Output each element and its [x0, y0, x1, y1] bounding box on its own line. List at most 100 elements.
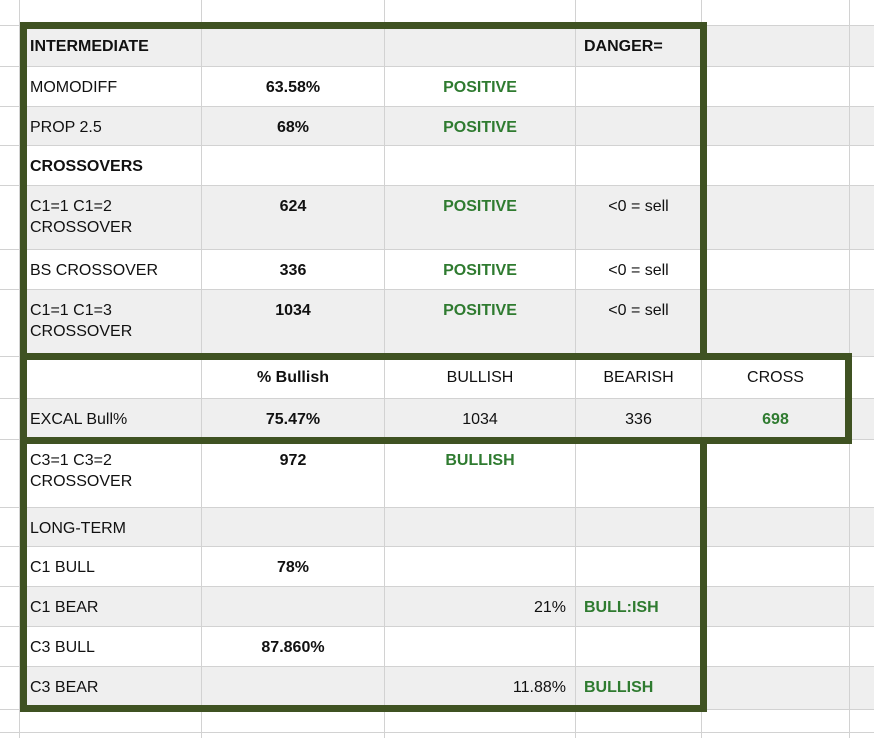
crossovers-label[interactable]: CROSSOVERS: [20, 146, 202, 186]
empty-cell[interactable]: [385, 146, 576, 186]
c3c2-label[interactable]: C3=1 C3=2 CROSSOVER: [20, 440, 202, 508]
bs-value[interactable]: 336: [202, 250, 385, 290]
empty-cell[interactable]: [0, 440, 20, 508]
empty-cell[interactable]: [202, 508, 385, 547]
pct-bullish-header[interactable]: % Bullish: [202, 357, 385, 399]
c1c2-rule[interactable]: <0 = sell: [576, 186, 702, 250]
momodiff-label[interactable]: MOMODIFF: [20, 67, 202, 107]
empty-cell[interactable]: [850, 107, 874, 146]
empty-cell[interactable]: [0, 146, 20, 186]
empty-cell[interactable]: [202, 146, 385, 186]
c1c3-rule[interactable]: <0 = sell: [576, 290, 702, 357]
empty-cell[interactable]: [0, 587, 20, 627]
empty-cell[interactable]: [576, 733, 702, 738]
empty-cell[interactable]: [576, 627, 702, 667]
empty-cell[interactable]: [702, 186, 850, 250]
empty-cell[interactable]: [702, 667, 850, 710]
c3-bear-label[interactable]: C3 BEAR: [20, 667, 202, 710]
empty-cell[interactable]: [0, 186, 20, 250]
c1-bear-value[interactable]: 21%: [385, 587, 576, 627]
empty-cell[interactable]: [0, 290, 20, 357]
prop25-label[interactable]: PROP 2.5: [20, 107, 202, 146]
momodiff-value[interactable]: 63.58%: [202, 67, 385, 107]
empty-cell[interactable]: [702, 250, 850, 290]
empty-cell[interactable]: [850, 250, 874, 290]
excal-label[interactable]: EXCAL Bull%: [20, 399, 202, 440]
empty-cell[interactable]: [850, 357, 874, 399]
empty-cell[interactable]: [202, 733, 385, 738]
excal-bullish-count[interactable]: 1034: [385, 399, 576, 440]
empty-cell[interactable]: [850, 547, 874, 587]
empty-cell[interactable]: [576, 67, 702, 107]
bs-status[interactable]: POSITIVE: [385, 250, 576, 290]
empty-cell[interactable]: [850, 710, 874, 733]
empty-cell[interactable]: [0, 0, 20, 26]
empty-cell[interactable]: [0, 26, 20, 67]
empty-cell[interactable]: [702, 508, 850, 547]
c3c2-status[interactable]: BULLISH: [385, 440, 576, 508]
empty-cell[interactable]: [850, 186, 874, 250]
c3-bear-status[interactable]: BULLISH: [576, 667, 702, 710]
empty-cell[interactable]: [202, 667, 385, 710]
empty-cell[interactable]: [20, 0, 202, 26]
c1c3-label[interactable]: C1=1 C1=3 CROSSOVER: [20, 290, 202, 357]
c1-bear-status[interactable]: BULL:ISH: [576, 587, 702, 627]
empty-cell[interactable]: [0, 667, 20, 710]
empty-cell[interactable]: [576, 547, 702, 587]
empty-cell[interactable]: [576, 146, 702, 186]
empty-cell[interactable]: [385, 710, 576, 733]
empty-cell[interactable]: [0, 250, 20, 290]
empty-cell[interactable]: [385, 26, 576, 67]
empty-cell[interactable]: [202, 710, 385, 733]
empty-cell[interactable]: [576, 508, 702, 547]
empty-cell[interactable]: [702, 146, 850, 186]
bs-rule[interactable]: <0 = sell: [576, 250, 702, 290]
empty-cell[interactable]: [385, 508, 576, 547]
empty-cell[interactable]: [0, 67, 20, 107]
c1c2-value[interactable]: 624: [202, 186, 385, 250]
empty-cell[interactable]: [385, 627, 576, 667]
excal-cross[interactable]: 698: [702, 399, 850, 440]
c1c2-status[interactable]: POSITIVE: [385, 186, 576, 250]
cross-header[interactable]: CROSS: [702, 357, 850, 399]
c1-bull-value[interactable]: 78%: [202, 547, 385, 587]
c1-bull-label[interactable]: C1 BULL: [20, 547, 202, 587]
empty-cell[interactable]: [0, 627, 20, 667]
empty-cell[interactable]: [0, 357, 20, 399]
c3c2-value[interactable]: 972: [202, 440, 385, 508]
empty-cell[interactable]: [702, 733, 850, 738]
empty-cell[interactable]: [850, 26, 874, 67]
empty-cell[interactable]: [702, 440, 850, 508]
empty-cell[interactable]: [20, 357, 202, 399]
c1c2-label[interactable]: C1=1 C1=2 CROSSOVER: [20, 186, 202, 250]
empty-cell[interactable]: [202, 587, 385, 627]
empty-cell[interactable]: [385, 733, 576, 738]
empty-cell[interactable]: [850, 0, 874, 26]
empty-cell[interactable]: [202, 0, 385, 26]
empty-cell[interactable]: [0, 710, 20, 733]
empty-cell[interactable]: [385, 547, 576, 587]
empty-cell[interactable]: [850, 290, 874, 357]
empty-cell[interactable]: [850, 440, 874, 508]
excal-bearish-count[interactable]: 336: [576, 399, 702, 440]
empty-cell[interactable]: [850, 67, 874, 107]
empty-cell[interactable]: [850, 587, 874, 627]
intermediate-label[interactable]: INTERMEDIATE: [20, 26, 202, 67]
empty-cell[interactable]: [850, 399, 874, 440]
empty-cell[interactable]: [0, 107, 20, 146]
c3-bear-value[interactable]: 11.88%: [385, 667, 576, 710]
c1-bear-label[interactable]: C1 BEAR: [20, 587, 202, 627]
empty-cell[interactable]: [850, 627, 874, 667]
empty-cell[interactable]: [576, 0, 702, 26]
c3-bull-label[interactable]: C3 BULL: [20, 627, 202, 667]
empty-cell[interactable]: [702, 290, 850, 357]
empty-cell[interactable]: [202, 26, 385, 67]
bs-label[interactable]: BS CROSSOVER: [20, 250, 202, 290]
empty-cell[interactable]: [0, 733, 20, 738]
empty-cell[interactable]: [702, 547, 850, 587]
momodiff-status[interactable]: POSITIVE: [385, 67, 576, 107]
c1c3-status[interactable]: POSITIVE: [385, 290, 576, 357]
c1c3-value[interactable]: 1034: [202, 290, 385, 357]
bearish-header[interactable]: BEARISH: [576, 357, 702, 399]
empty-cell[interactable]: [576, 107, 702, 146]
